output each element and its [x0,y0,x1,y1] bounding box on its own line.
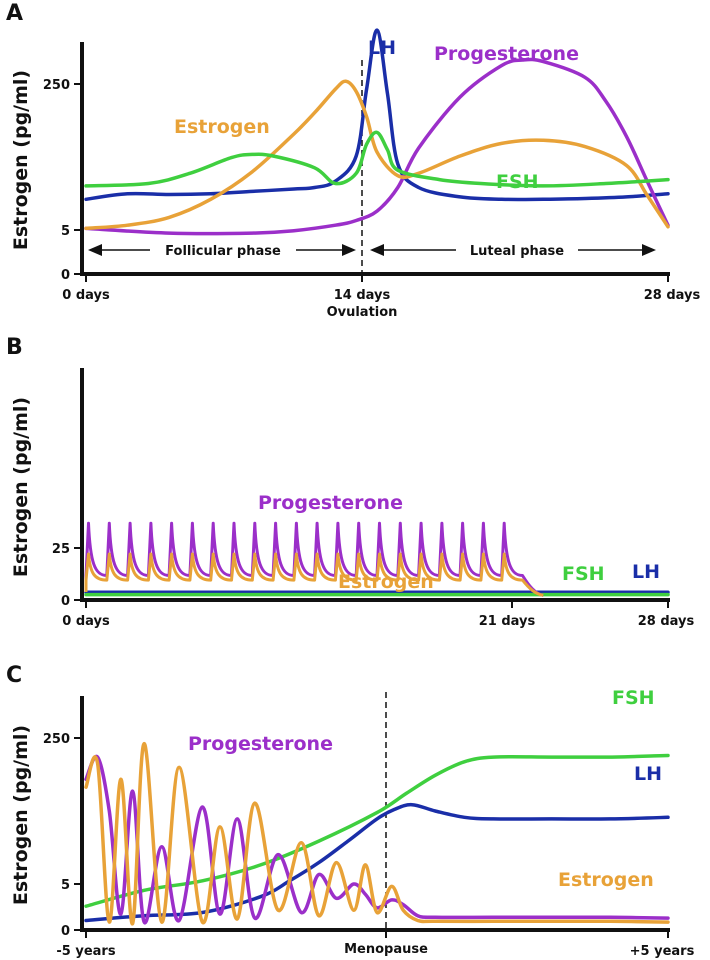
panel-a-progesterone-line [84,57,670,236]
panel-a-lh-label: LH [368,37,396,59]
panel-c-x-tick-label-start: -5 years [56,944,115,959]
panel-letter-a: A [6,1,23,26]
panel-c-fsh-label: FSH [612,687,655,709]
panel-b: B Estrogen (pg/ml) 25 0 0 days 21 days 2… [6,335,695,629]
panel-b-progesterone-label: Progesterone [258,492,403,514]
panel-a-luteal-arrowhead-left [370,244,384,256]
panel-a-x-tick-label-14: 14 days [334,288,391,303]
panel-b-x-tick-label-21: 21 days [479,614,536,629]
panel-c-x-tick-label-end: +5 years [630,944,695,959]
panel-b-fsh-label: FSH [562,563,605,585]
panel-c-fsh-line [84,753,670,908]
panel-c-y-tick-label-0: 0 [61,924,70,939]
panel-a-luteal-label: Luteal phase [470,244,564,259]
panel-a-estrogen-label: Estrogen [174,116,270,138]
panel-b-estrogen-line [84,552,544,597]
panel-b-lh-label: LH [632,561,660,583]
panel-a-y-tick-label-250: 250 [43,78,70,93]
panel-c-y-axis-label: Estrogen (pg/ml) [10,725,32,905]
panel-letter-c: C [6,663,22,688]
panel-b-estrogen-label: Estrogen [338,571,434,593]
panel-a-ovulation-label: Ovulation [327,305,398,320]
panel-b-x-tick-label-28: 28 days [638,614,695,629]
panel-a-y-axis-label: Estrogen (pg/ml) [10,70,32,250]
panel-a-follicular-label-bg [150,241,296,259]
panel-b-y-tick-label-0: 0 [61,594,70,609]
panel-a-estrogen-line [84,79,670,231]
panel-b-y-tick-label-25: 25 [52,542,70,557]
panel-a-x-tick-label-0: 0 days [62,288,110,303]
panel-a-fsh-line [84,130,670,188]
panel-a-y-tick-label-0: 0 [61,268,70,283]
panel-a-progesterone-label: Progesterone [434,43,579,65]
panel-c-progesterone-label: Progesterone [188,733,333,755]
panel-c-y-tick-label-5: 5 [61,878,70,893]
panel-c-x-tick-label-menopause: Menopause [344,942,428,957]
panel-b-x-tick-label-0: 0 days [62,614,110,629]
panel-c-estrogen-line [84,741,670,926]
panel-a: A Estrogen (pg/ml) 250 5 0 0 days 14 day… [6,1,701,320]
panel-a-luteal-label-bg [456,241,578,259]
panel-c-y-tick-label-250: 250 [43,732,70,747]
panel-a-follicular-arrowhead-left [88,244,102,256]
panel-b-y-axis-label: Estrogen (pg/ml) [10,397,32,577]
panel-c: C Estrogen (pg/ml) 250 5 0 -5 years Meno… [6,663,695,959]
panel-a-follicular-arrowhead-right [342,244,356,256]
panel-a-luteal-arrowhead-right [642,244,656,256]
panel-letter-b: B [6,335,23,360]
panel-c-progesterone-line [84,754,670,925]
panel-a-x-tick-label-28: 28 days [644,288,701,303]
panel-c-lh-label: LH [634,763,662,785]
panel-a-fsh-label: FSH [496,171,539,193]
panel-a-follicular-label: Follicular phase [165,244,281,259]
panel-b-progesterone-line [84,521,544,597]
panel-a-y-tick-label-5: 5 [61,224,70,239]
panel-c-estrogen-label: Estrogen [558,869,654,891]
panel-a-lh-line [84,28,670,202]
